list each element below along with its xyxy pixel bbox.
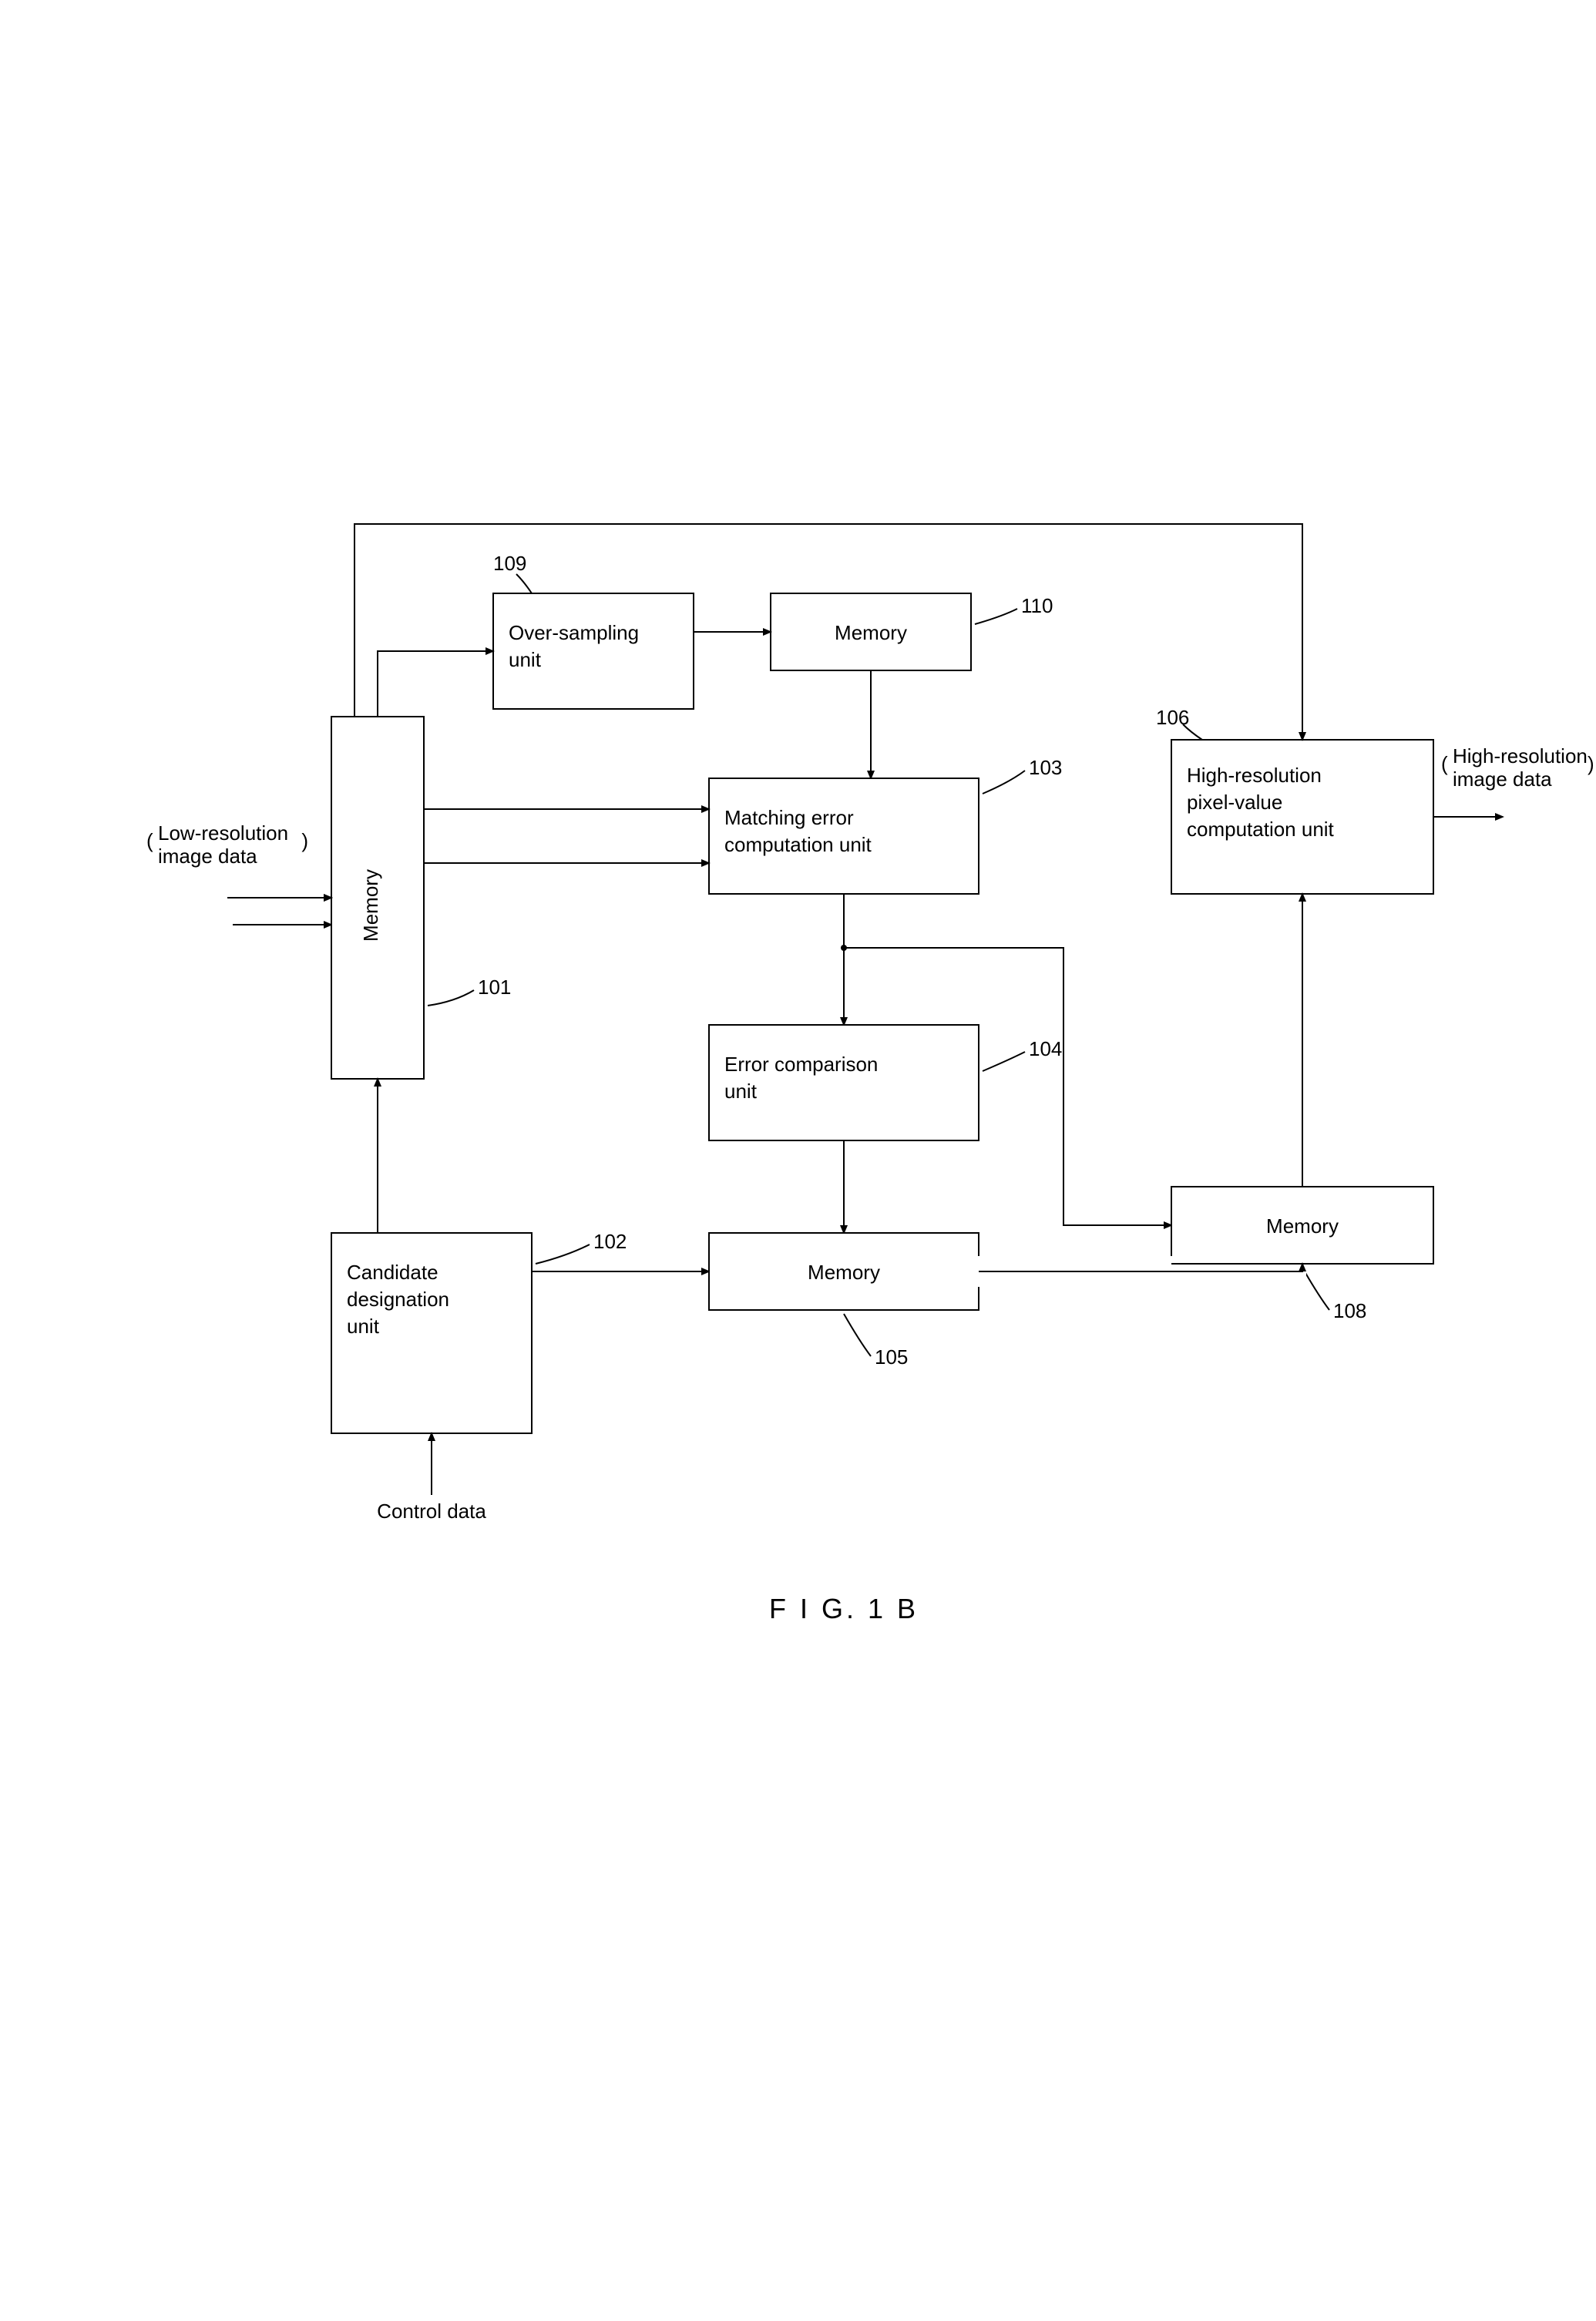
- svg-text:(: (: [1441, 752, 1448, 775]
- errorcmp-104-ref: 104: [1029, 1037, 1062, 1060]
- oversampling-109-ref: 109: [493, 552, 526, 575]
- leader-109: [516, 574, 532, 593]
- errorcmp-104-box: Error comparison unit: [709, 1025, 979, 1140]
- errorcmp-line2: unit: [724, 1080, 758, 1103]
- hires-106-box: High-resolution pixel-value computation …: [1171, 740, 1433, 894]
- memory-105-box: Memory: [709, 1233, 979, 1310]
- junction-dot: [841, 945, 847, 951]
- low-res-line2: image data: [158, 845, 257, 868]
- matching-line2: computation unit: [724, 833, 872, 856]
- candidate-102-box: Candidate designation unit: [331, 1233, 532, 1433]
- memory-110-box: Memory: [771, 593, 971, 670]
- leader-103: [983, 771, 1025, 794]
- leader-106: [1183, 724, 1202, 740]
- candidate-102-ref: 102: [593, 1230, 627, 1253]
- memory-101-box: Memory: [331, 717, 424, 1079]
- arrow-101-to-109: [378, 651, 493, 717]
- oversampling-line2: unit: [509, 648, 542, 671]
- svg-text:): ): [1588, 752, 1594, 775]
- memory-108-ref: 108: [1333, 1299, 1366, 1322]
- leader-104: [983, 1052, 1025, 1071]
- matching-103-ref: 103: [1029, 756, 1062, 779]
- svg-text:(: (: [146, 829, 153, 852]
- leader-108: [1302, 1268, 1329, 1310]
- memory-105-ref: 105: [875, 1345, 908, 1369]
- memory-105-label: Memory: [808, 1261, 880, 1284]
- high-res-output-label-2: ( High-resolution image data ): [1441, 744, 1594, 791]
- memory-101-label: Memory: [359, 869, 382, 942]
- oversampling-109-box: Over-sampling unit: [493, 593, 694, 709]
- oversampling-line1: Over-sampling: [509, 621, 639, 644]
- figure-caption: F I G. 1 B: [769, 1593, 919, 1624]
- matching-line1: Matching error: [724, 806, 854, 829]
- memory-108-label: Memory: [1266, 1214, 1339, 1238]
- errorcmp-line1: Error comparison: [724, 1053, 878, 1076]
- control-data-label: Control data: [377, 1500, 486, 1523]
- hires-line1: High-resolution: [1187, 764, 1322, 787]
- memory-101-ref: 101: [478, 976, 511, 999]
- diagram-canvas: ( Low-resolution image data ) Memory 101…: [0, 0, 1596, 2321]
- svg-text:image data: image data: [1453, 768, 1552, 791]
- svg-text:): ): [301, 829, 308, 852]
- svg-text:High-resolution: High-resolution: [1453, 744, 1588, 768]
- memory-110-label: Memory: [835, 621, 907, 644]
- candidate-line3: unit: [347, 1315, 380, 1338]
- hires-line2: pixel-value: [1187, 791, 1282, 814]
- memory-108-box: Memory: [1171, 1187, 1433, 1264]
- leader-110: [975, 609, 1017, 624]
- leader-101: [428, 990, 474, 1006]
- candidate-line2: designation: [347, 1288, 449, 1311]
- low-res-input-label: ( Low-resolution image data ): [146, 821, 308, 868]
- matching-103-box: Matching error computation unit: [709, 778, 979, 894]
- memory-110-ref: 110: [1021, 594, 1053, 617]
- leader-105: [844, 1314, 871, 1356]
- leader-102: [536, 1244, 590, 1264]
- candidate-line1: Candidate: [347, 1261, 438, 1284]
- hires-line3: computation unit: [1187, 818, 1335, 841]
- low-res-line1: Low-resolution: [158, 821, 288, 845]
